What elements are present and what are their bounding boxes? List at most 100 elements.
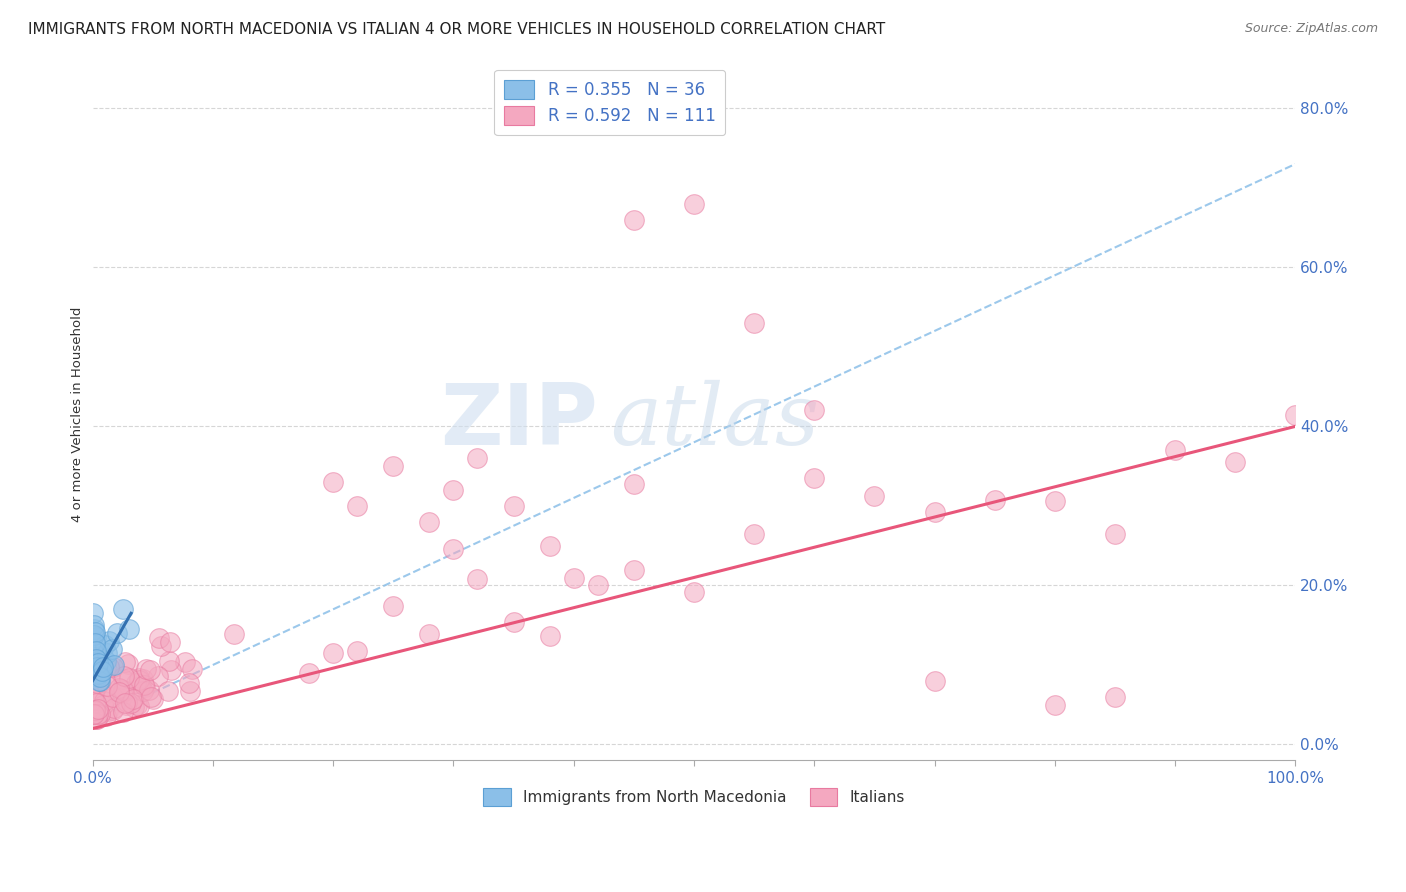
- Point: [222, 626, 245, 640]
- Point: [82, 687, 104, 701]
- Point: [83, 706, 105, 721]
- Point: [179, 683, 201, 698]
- Point: [1164, 443, 1187, 458]
- Point: [87, 665, 110, 680]
- Point: [118, 622, 141, 636]
- Point: [82, 607, 104, 621]
- Point: [128, 673, 150, 688]
- Point: [82, 653, 104, 667]
- Point: [82, 655, 104, 669]
- Point: [103, 703, 125, 717]
- Point: [90, 660, 112, 674]
- Point: [538, 629, 561, 643]
- Y-axis label: 4 or more Vehicles in Household: 4 or more Vehicles in Household: [72, 307, 84, 522]
- Point: [586, 578, 609, 592]
- Point: [94, 660, 117, 674]
- Point: [84, 636, 107, 650]
- Point: [83, 622, 105, 636]
- Point: [924, 505, 946, 519]
- Point: [115, 695, 138, 709]
- Point: [742, 527, 765, 541]
- Point: [110, 681, 132, 696]
- Point: [82, 706, 104, 721]
- Point: [94, 654, 117, 668]
- Point: [84, 704, 107, 718]
- Point: [84, 712, 107, 726]
- Point: [93, 694, 115, 708]
- Point: [86, 676, 108, 690]
- Point: [141, 692, 163, 706]
- Point: [128, 679, 150, 693]
- Point: [83, 683, 105, 698]
- Point: [84, 643, 107, 657]
- Point: [87, 657, 110, 671]
- Point: [90, 656, 112, 670]
- Point: [122, 700, 145, 714]
- Point: [1043, 494, 1066, 508]
- Point: [91, 698, 114, 712]
- Point: [91, 659, 114, 673]
- Point: [112, 683, 135, 698]
- Point: [111, 672, 134, 686]
- Point: [97, 705, 120, 719]
- Point: [86, 712, 108, 726]
- Point: [83, 655, 105, 669]
- Point: [467, 451, 489, 466]
- Point: [114, 655, 136, 669]
- Point: [84, 657, 107, 672]
- Point: [101, 660, 124, 674]
- Point: [108, 681, 131, 696]
- Point: [86, 670, 108, 684]
- Point: [623, 212, 645, 227]
- Point: [83, 665, 105, 680]
- Point: [135, 662, 157, 676]
- Point: [418, 626, 440, 640]
- Point: [91, 657, 114, 672]
- Point: [101, 690, 124, 705]
- Point: [96, 679, 118, 693]
- Point: [86, 651, 108, 665]
- Point: [132, 672, 155, 686]
- Point: [623, 562, 645, 576]
- Point: [89, 707, 111, 722]
- Point: [467, 573, 489, 587]
- Point: [924, 673, 946, 688]
- Point: [83, 624, 105, 639]
- Point: [159, 663, 181, 677]
- Point: [98, 660, 121, 674]
- Point: [105, 626, 128, 640]
- Point: [125, 698, 148, 712]
- Point: [101, 642, 124, 657]
- Point: [443, 483, 465, 497]
- Point: [132, 677, 155, 691]
- Point: [1284, 408, 1306, 422]
- Point: [149, 639, 172, 653]
- Point: [1104, 527, 1126, 541]
- Point: [156, 684, 179, 698]
- Point: [742, 316, 765, 330]
- Point: [120, 696, 142, 710]
- Point: [121, 691, 143, 706]
- Point: [84, 704, 107, 718]
- Point: [863, 490, 886, 504]
- Point: [177, 676, 200, 690]
- Point: [93, 650, 115, 665]
- Point: [181, 663, 204, 677]
- Point: [108, 685, 131, 699]
- Point: [82, 653, 104, 667]
- Point: [562, 571, 585, 585]
- Point: [174, 656, 197, 670]
- Point: [115, 698, 138, 712]
- Text: atlas: atlas: [610, 380, 818, 463]
- Point: [89, 673, 111, 688]
- Point: [114, 696, 136, 710]
- Point: [103, 701, 125, 715]
- Point: [86, 662, 108, 676]
- Point: [87, 654, 110, 668]
- Point: [98, 634, 121, 648]
- Point: [148, 631, 170, 645]
- Point: [983, 493, 1005, 508]
- Point: [157, 654, 180, 668]
- Point: [146, 669, 169, 683]
- Point: [139, 690, 162, 704]
